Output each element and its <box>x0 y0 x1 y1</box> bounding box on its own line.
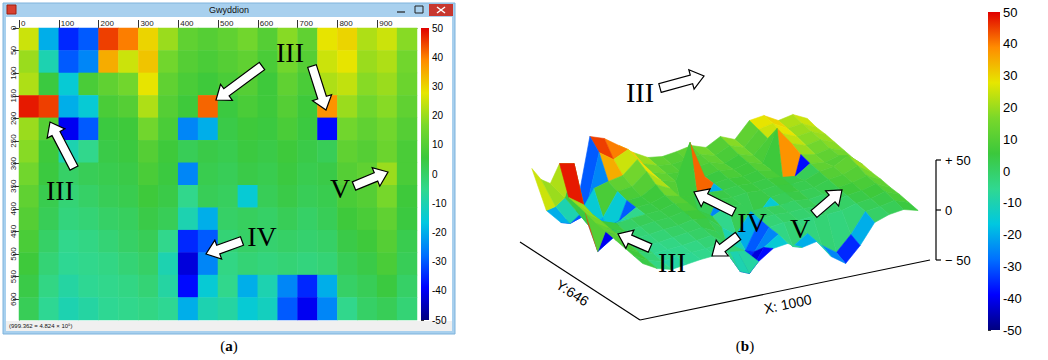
svg-text:-40: -40 <box>1003 291 1022 306</box>
svg-text:IV: IV <box>247 221 277 252</box>
svg-text:0: 0 <box>945 203 952 218</box>
svg-text:550: 550 <box>9 269 18 283</box>
svg-text:0: 0 <box>1003 164 1010 179</box>
svg-text:-20: -20 <box>1003 227 1022 242</box>
svg-text:0: 0 <box>432 169 438 180</box>
svg-text:): ) <box>233 338 238 355</box>
svg-text:350: 350 <box>9 179 18 193</box>
svg-text:200: 200 <box>101 19 115 28</box>
svg-text:III: III <box>626 77 654 108</box>
svg-text:150: 150 <box>9 89 18 103</box>
svg-text:400: 400 <box>180 19 194 28</box>
svg-text:-50: -50 <box>1003 323 1022 338</box>
svg-text:450: 450 <box>9 224 18 238</box>
svg-text:-50: -50 <box>432 315 447 326</box>
svg-text:400: 400 <box>9 202 18 216</box>
svg-text:Gwyddion: Gwyddion <box>209 5 249 15</box>
svg-text:III: III <box>276 37 304 68</box>
svg-text:X: 1000: X: 1000 <box>763 291 814 316</box>
svg-text:Y:646: Y:646 <box>553 276 592 309</box>
svg-text:-30: -30 <box>1003 259 1022 274</box>
svg-text:800: 800 <box>339 19 353 28</box>
svg-text:10: 10 <box>432 139 444 150</box>
svg-text:100: 100 <box>61 19 75 28</box>
svg-text:600: 600 <box>260 19 274 28</box>
svg-text:V: V <box>330 173 350 204</box>
svg-text:+ 50: + 50 <box>945 153 971 168</box>
svg-text:30: 30 <box>432 81 444 92</box>
svg-text:III: III <box>658 247 686 278</box>
svg-text:50: 50 <box>9 46 18 55</box>
svg-text:V: V <box>790 213 810 244</box>
svg-text:-20: -20 <box>432 227 447 238</box>
svg-text:-30: -30 <box>432 256 447 267</box>
svg-text:700: 700 <box>300 19 314 28</box>
svg-text:300: 300 <box>140 19 154 28</box>
svg-text:(999.362 = 4.824 × 10⁵): (999.362 = 4.824 × 10⁵) <box>9 323 73 329</box>
svg-text:-10: -10 <box>432 198 447 209</box>
svg-text:500: 500 <box>220 19 234 28</box>
svg-text:IV: IV <box>737 207 767 238</box>
svg-text:30: 30 <box>1003 68 1017 83</box>
svg-text:200: 200 <box>9 111 18 125</box>
svg-text:20: 20 <box>432 110 444 121</box>
html-text:(a: (a <box>220 338 233 354</box>
svg-text:900: 900 <box>379 19 393 28</box>
svg-text:-40: -40 <box>432 285 447 296</box>
svg-text:100: 100 <box>9 66 18 80</box>
svg-text:b: b <box>741 338 749 354</box>
svg-text:500: 500 <box>9 247 18 261</box>
svg-text:20: 20 <box>1003 100 1017 115</box>
svg-text:600: 600 <box>9 292 18 306</box>
svg-text:0: 0 <box>21 19 26 28</box>
svg-text:300: 300 <box>9 156 18 170</box>
svg-text:): ) <box>749 338 754 355</box>
svg-text:− 50: − 50 <box>945 253 971 268</box>
svg-text:50: 50 <box>432 23 444 34</box>
svg-text:50: 50 <box>1003 5 1017 20</box>
svg-text:0: 0 <box>9 25 18 30</box>
svg-text:10: 10 <box>1003 132 1017 147</box>
svg-text:III: III <box>46 175 74 206</box>
svg-text:40: 40 <box>432 52 444 63</box>
svg-text:250: 250 <box>9 134 18 148</box>
svg-text:40: 40 <box>1003 36 1017 51</box>
svg-text:-10: -10 <box>1003 195 1022 210</box>
